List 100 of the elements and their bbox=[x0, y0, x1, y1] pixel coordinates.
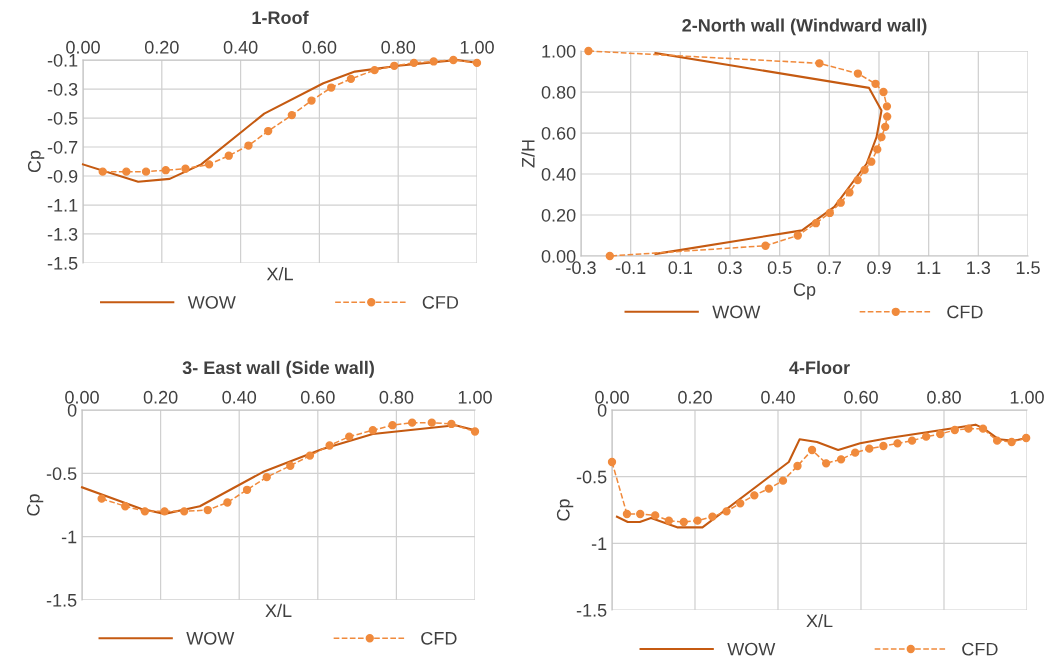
point bbox=[836, 198, 845, 207]
y-axis-title: Z/H bbox=[521, 140, 535, 168]
point bbox=[867, 157, 876, 166]
point bbox=[793, 231, 802, 240]
point bbox=[811, 219, 821, 228]
y-tick-label: -1 bbox=[591, 537, 607, 550]
point bbox=[860, 165, 869, 175]
x-axis-title: X/L bbox=[265, 603, 292, 618]
point bbox=[307, 96, 316, 105]
point bbox=[368, 426, 377, 435]
y-tick-label: -0.5 bbox=[47, 111, 78, 125]
point bbox=[950, 425, 959, 435]
point bbox=[429, 57, 438, 66]
point bbox=[879, 87, 888, 97]
x-tick-label: -0.1 bbox=[615, 261, 646, 275]
x-tick-label: 0.80 bbox=[381, 40, 416, 54]
point bbox=[807, 445, 817, 455]
x-tick-label: 0.40 bbox=[222, 390, 257, 404]
point bbox=[141, 167, 151, 176]
x-tick-label: 0.80 bbox=[379, 390, 414, 404]
point bbox=[650, 511, 660, 520]
chart-title: 2-North wall (Windward wall) bbox=[682, 18, 927, 36]
point bbox=[264, 126, 273, 136]
point bbox=[161, 166, 170, 175]
point bbox=[907, 436, 917, 445]
point bbox=[427, 418, 436, 427]
point bbox=[851, 448, 860, 457]
point bbox=[992, 436, 1002, 445]
x-tick-label: 0.3 bbox=[718, 261, 742, 275]
x-tick-label: 1.1 bbox=[917, 261, 941, 274]
point bbox=[865, 444, 874, 453]
legend-label: CFD bbox=[962, 642, 998, 656]
point bbox=[778, 476, 788, 485]
point bbox=[722, 507, 731, 516]
y-tick-label: 0.00 bbox=[541, 249, 576, 263]
point bbox=[636, 509, 645, 519]
point bbox=[793, 461, 802, 471]
x-tick-label: 0.20 bbox=[678, 390, 712, 404]
y-tick-label: -1 bbox=[61, 530, 77, 544]
point bbox=[853, 69, 863, 78]
legend-label: WOW bbox=[186, 631, 235, 645]
y-tick-label: 0.40 bbox=[541, 167, 576, 181]
point bbox=[761, 241, 770, 250]
y-tick-label: -0.1 bbox=[47, 53, 78, 67]
y-tick-label: -1.5 bbox=[576, 604, 607, 617]
y-tick-label: -0.7 bbox=[47, 140, 78, 154]
point bbox=[936, 429, 945, 439]
point bbox=[180, 507, 189, 516]
point bbox=[242, 485, 252, 494]
point bbox=[223, 498, 232, 507]
y-tick-label: 0.20 bbox=[541, 208, 576, 222]
y-tick-label: -0.3 bbox=[47, 82, 78, 96]
point bbox=[873, 145, 882, 154]
x-tick-label: 0.20 bbox=[143, 390, 178, 404]
point bbox=[98, 167, 107, 176]
x-tick-label: 1.00 bbox=[460, 40, 494, 54]
y-tick-label: -1.5 bbox=[47, 257, 78, 270]
point bbox=[736, 499, 745, 508]
point bbox=[449, 55, 458, 65]
point bbox=[893, 439, 902, 448]
legend-label: CFD bbox=[947, 305, 983, 319]
point bbox=[825, 208, 834, 218]
x-tick-label: 0.7 bbox=[817, 261, 841, 275]
x-tick-label: 0.1 bbox=[668, 261, 692, 275]
y-tick-label: 0 bbox=[597, 403, 607, 417]
point bbox=[409, 58, 419, 68]
point bbox=[584, 46, 593, 56]
y-tick-label: -1.5 bbox=[46, 594, 77, 607]
x-tick-label: 0.5 bbox=[767, 261, 792, 275]
point bbox=[877, 132, 886, 142]
point bbox=[693, 516, 702, 525]
point bbox=[664, 516, 674, 525]
point bbox=[224, 151, 233, 160]
x-axis-title: X/L bbox=[806, 614, 833, 628]
legend-label: WOW bbox=[712, 305, 761, 319]
point bbox=[97, 494, 106, 503]
legend-label: CFD bbox=[422, 295, 459, 309]
point bbox=[390, 61, 399, 70]
x-tick-label: 1.3 bbox=[967, 261, 991, 275]
x-tick-label: 1.00 bbox=[458, 390, 492, 404]
y-tick-label: 0 bbox=[67, 403, 77, 417]
legend-label: WOW bbox=[727, 642, 776, 656]
point bbox=[181, 164, 190, 173]
y-tick-label: -0.5 bbox=[576, 470, 607, 484]
point bbox=[407, 418, 417, 427]
x-tick-label: 0.40 bbox=[223, 40, 258, 54]
point bbox=[305, 451, 315, 460]
point bbox=[1022, 433, 1031, 443]
point bbox=[140, 507, 150, 516]
point bbox=[679, 517, 688, 527]
y-tick-label: -0.9 bbox=[47, 169, 78, 183]
point bbox=[882, 102, 892, 111]
point bbox=[121, 502, 130, 511]
point bbox=[287, 110, 296, 120]
y-tick-label: 0.60 bbox=[541, 126, 576, 140]
legend-label: CFD bbox=[421, 631, 457, 645]
x-tick-label: 0.60 bbox=[844, 390, 878, 404]
y-tick-label: -1.1 bbox=[47, 199, 78, 212]
point bbox=[472, 58, 482, 68]
point bbox=[750, 491, 759, 500]
